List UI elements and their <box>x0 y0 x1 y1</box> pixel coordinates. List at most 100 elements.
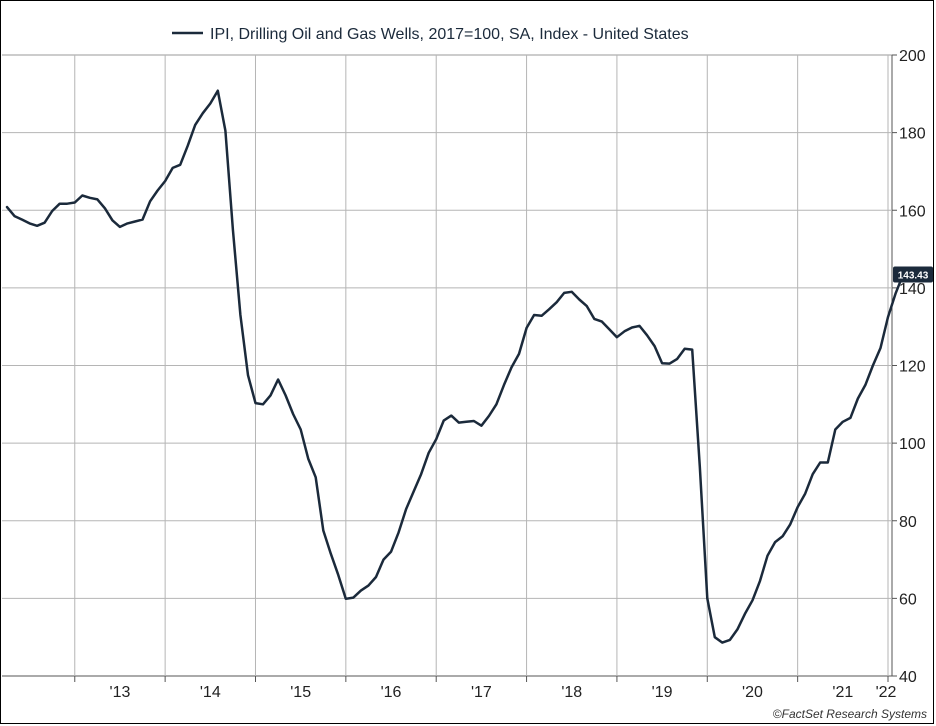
series-point <box>201 112 204 115</box>
series-point <box>864 383 867 386</box>
series-point <box>819 461 822 464</box>
x-tick-label: '22 <box>876 684 897 701</box>
series-point <box>759 579 762 582</box>
series-point <box>480 424 483 427</box>
series-point <box>179 163 182 166</box>
last-value-badge-box <box>893 266 933 283</box>
series-point <box>435 438 438 441</box>
series-line <box>5 89 905 644</box>
series-point <box>766 554 769 557</box>
series-point <box>525 326 528 329</box>
series-point <box>879 347 882 350</box>
series-point <box>570 290 573 293</box>
series-point <box>21 218 24 221</box>
series-point <box>231 228 234 231</box>
series-point <box>149 200 152 203</box>
series-point <box>691 348 694 351</box>
series-point <box>495 403 498 406</box>
series-point <box>171 166 174 169</box>
credit-text: ©FactSet Research Systems <box>773 707 927 721</box>
y-tick-label: 140 <box>899 281 926 298</box>
series-point <box>804 492 807 495</box>
series-point <box>811 473 814 476</box>
series-point <box>352 596 355 599</box>
x-tick-label: '18 <box>561 684 582 701</box>
series-point <box>653 345 656 348</box>
series-point <box>13 215 16 218</box>
series-point <box>668 362 671 365</box>
series-point <box>375 576 378 579</box>
series-point <box>88 196 91 199</box>
series-point <box>600 320 603 323</box>
series-point <box>118 225 121 228</box>
series-point <box>849 416 852 419</box>
series-point <box>292 413 295 416</box>
series-point <box>367 584 370 587</box>
series-point <box>186 144 189 147</box>
y-tick-label: 60 <box>899 591 917 608</box>
grid <box>2 54 897 682</box>
series-point <box>442 419 445 422</box>
series-point <box>277 378 280 381</box>
series-point <box>713 636 716 639</box>
series-point <box>427 451 430 454</box>
series-point <box>28 222 31 225</box>
series-point <box>683 347 686 350</box>
series-point <box>608 328 611 331</box>
series-point <box>796 506 799 509</box>
series-point <box>43 221 46 224</box>
series-point <box>254 402 257 405</box>
series-point <box>450 414 453 417</box>
series-point <box>631 326 634 329</box>
y-tick-label: 180 <box>899 126 926 143</box>
series-point <box>540 314 543 317</box>
series-point <box>397 531 400 534</box>
series-point <box>894 292 897 295</box>
series-point <box>111 219 114 222</box>
series-point <box>578 298 581 301</box>
series-point <box>126 222 129 225</box>
series-point <box>638 324 641 327</box>
series-point <box>533 314 536 317</box>
series-point <box>518 352 521 355</box>
series-point <box>141 218 144 221</box>
series-point <box>661 362 664 365</box>
y-tick-label: 40 <box>899 669 917 686</box>
series-point <box>73 201 76 204</box>
series-point <box>209 102 212 105</box>
series-point <box>510 366 513 369</box>
series-point <box>314 476 317 479</box>
series-point <box>66 202 69 205</box>
series-point <box>736 628 739 631</box>
series-point <box>781 535 784 538</box>
series-point <box>585 305 588 308</box>
series-point <box>563 291 566 294</box>
series-point <box>472 420 475 423</box>
series-point <box>457 421 460 424</box>
series-point <box>307 457 310 460</box>
series-point <box>548 308 551 311</box>
series-point <box>412 490 415 493</box>
series-point <box>269 394 272 397</box>
series-point <box>103 207 106 210</box>
y-tick-label: 160 <box>899 203 926 220</box>
series-point <box>156 189 159 192</box>
series-point <box>646 334 649 337</box>
series-point <box>134 220 137 223</box>
x-tick-label: '20 <box>742 684 763 701</box>
series-point <box>58 202 61 205</box>
series-point <box>36 224 39 227</box>
series-point <box>871 364 874 367</box>
y-tick-label: 80 <box>899 514 917 531</box>
series-point <box>344 597 347 600</box>
series-point <box>337 574 340 577</box>
series-point <box>555 301 558 304</box>
series-point <box>329 552 332 555</box>
series-point <box>593 317 596 320</box>
series-point <box>224 129 227 132</box>
series-point <box>239 314 242 317</box>
series-point <box>322 529 325 532</box>
series-point <box>465 420 468 423</box>
series-point <box>721 641 724 644</box>
